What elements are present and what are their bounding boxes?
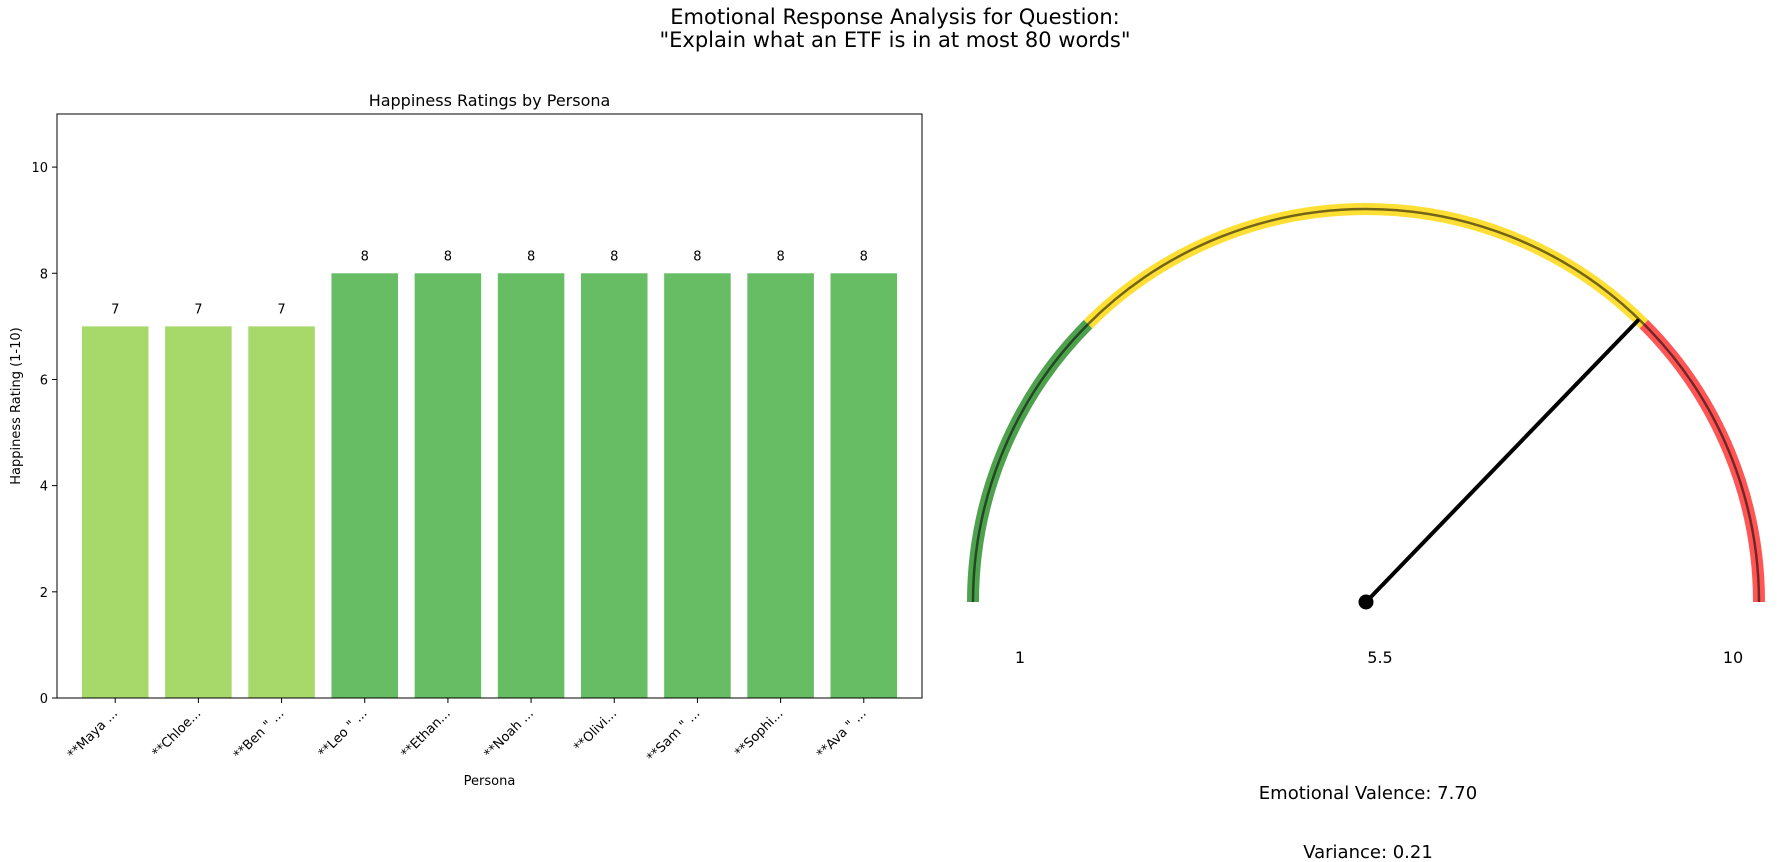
figure-title: Emotional Response Analysis for Question… — [0, 6, 1790, 52]
x-tick-label-5: **Noah ... — [481, 706, 536, 761]
bar-6 — [580, 273, 648, 698]
y-tick-label-10: 10 — [31, 161, 48, 176]
bar-marks — [81, 273, 898, 698]
bar-2 — [248, 326, 315, 698]
bar-value-label-2: 7 — [277, 302, 285, 317]
bar-value-label-1: 7 — [194, 302, 202, 317]
y-tick-label-6: 6 — [40, 373, 48, 388]
y-tick-label-8: 8 — [40, 267, 48, 282]
x-tick-label-9: **Ava " ... — [814, 706, 869, 761]
bar-5 — [497, 273, 565, 698]
bar-chart: Happiness Ratings by Persona 7 7 78 8 8 8 8 8 8 … — [9, 91, 923, 789]
bar-value-label-0: 7 — [111, 302, 119, 317]
bar-value-labels: 7 7 7 8 8 8 8 8 8 8 — [111, 249, 868, 317]
variance-text: Variance: 0.21 — [1303, 842, 1433, 862]
bar-value-label-3: 8 — [361, 249, 369, 264]
x-axis: **Maya ... **Chloe... **Ben " ... **Leo " .… — [65, 698, 870, 765]
y-axis-label: Happiness Rating (1-10) — [9, 327, 24, 484]
x-tick-label-2: **Ben " ... — [231, 706, 287, 762]
gauge-tick-labels: 1 5.5 10 — [1015, 648, 1743, 667]
bar-7 — [664, 273, 731, 698]
bar-4 — [414, 273, 482, 698]
bar-value-label-5: 8 — [527, 249, 535, 264]
gauge-tick-label-2: 10 — [1723, 648, 1743, 667]
x-tick-label-6: **Olivi... — [571, 706, 620, 755]
y-axis: 0 2 4 6 8 10 — [31, 161, 57, 707]
gauge-needle — [1364, 318, 1640, 604]
bar-9 — [830, 273, 898, 698]
y-tick-label-4: 4 — [40, 480, 48, 495]
bar-1 — [165, 326, 232, 698]
bar-value-label-7: 8 — [693, 249, 701, 264]
figure-title-line-2: "Explain what an ETF is in at most 80 wo… — [659, 28, 1131, 52]
y-tick-label-0: 0 — [40, 692, 48, 707]
x-tick-label-3: **Leo " ... — [316, 706, 371, 761]
x-tick-label-4: **Ethan... — [398, 706, 453, 761]
x-tick-label-1: **Chloe... — [150, 706, 205, 761]
gauge-zone-0 — [967, 319, 1093, 603]
gauge-tick-label-0: 1 — [1015, 648, 1025, 667]
bar-8 — [747, 273, 814, 698]
gauge-zone-1 — [1083, 203, 1649, 329]
bar-value-label-4: 8 — [444, 249, 452, 264]
emotional-valence-text: Emotional Valence: 7.70 — [1259, 783, 1477, 804]
plot-frame — [56, 113, 923, 699]
x-tick-label-0: **Maya ... — [65, 706, 121, 762]
gauge-tick-label-1: 5.5 — [1367, 648, 1392, 667]
bar-3 — [331, 273, 399, 698]
x-tick-label-7: **Sam " ... — [644, 706, 703, 765]
bar-value-label-8: 8 — [776, 249, 784, 264]
gauge-chart: 1 5.5 10 Emotional Valence: 7.70 Variance:… — [967, 203, 1765, 862]
gauge-inner-arc — [971, 207, 1761, 603]
y-tick-label-2: 2 — [40, 586, 48, 601]
bar-chart-title: Happiness Ratings by Persona — [369, 91, 611, 110]
gauge-zones — [967, 203, 1765, 603]
figure-title-line-1: Emotional Response Analysis for Question… — [670, 5, 1120, 29]
gauge-hub — [1358, 594, 1374, 610]
gauge-zone-2 — [1639, 319, 1765, 603]
bar-0 — [81, 326, 149, 698]
bar-value-label-9: 8 — [860, 249, 868, 264]
x-axis-label: Persona — [464, 774, 516, 789]
bar-value-label-6: 8 — [610, 249, 618, 264]
x-tick-label-8: **Sophi... — [732, 706, 786, 760]
